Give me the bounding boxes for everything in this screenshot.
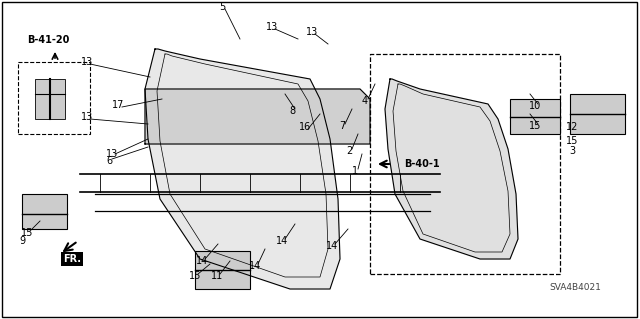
Text: 17: 17 — [112, 100, 124, 110]
Text: 15: 15 — [566, 136, 578, 146]
Bar — [370, 54, 560, 274]
Text: 8: 8 — [289, 106, 295, 116]
Text: 13: 13 — [306, 27, 318, 37]
Text: 11: 11 — [211, 271, 223, 281]
Polygon shape — [385, 79, 518, 259]
Text: FR.: FR. — [63, 254, 81, 264]
Polygon shape — [145, 89, 370, 144]
Text: 13: 13 — [81, 57, 93, 67]
Text: 13: 13 — [81, 112, 93, 122]
Text: 14: 14 — [276, 236, 288, 246]
Bar — [18, 62, 90, 134]
Text: 14: 14 — [196, 256, 208, 266]
Text: 5: 5 — [219, 2, 225, 12]
Text: 12: 12 — [566, 122, 578, 132]
Text: 15: 15 — [529, 121, 541, 131]
Text: 15: 15 — [189, 271, 201, 281]
Text: B-40-1: B-40-1 — [404, 159, 440, 169]
Text: 4: 4 — [362, 96, 368, 106]
Text: 15: 15 — [21, 228, 33, 238]
Bar — [35, 79, 65, 119]
Text: 7: 7 — [339, 121, 345, 131]
Text: 10: 10 — [529, 101, 541, 111]
Text: 2: 2 — [346, 146, 352, 156]
Text: 16: 16 — [299, 122, 311, 132]
Bar — [195, 251, 250, 289]
Text: SVA4B4021: SVA4B4021 — [549, 283, 601, 292]
Text: 3: 3 — [569, 146, 575, 156]
Text: 6: 6 — [106, 156, 112, 166]
Bar — [510, 99, 560, 134]
Text: 14: 14 — [326, 241, 338, 251]
Text: 1: 1 — [352, 166, 358, 176]
Text: 9: 9 — [19, 236, 25, 246]
Text: 14: 14 — [249, 261, 261, 271]
Bar — [22, 194, 67, 229]
Text: B-41-20: B-41-20 — [27, 35, 69, 45]
Polygon shape — [145, 49, 340, 289]
Text: 13: 13 — [266, 22, 278, 32]
Bar — [570, 94, 625, 134]
Text: 13: 13 — [106, 149, 118, 159]
